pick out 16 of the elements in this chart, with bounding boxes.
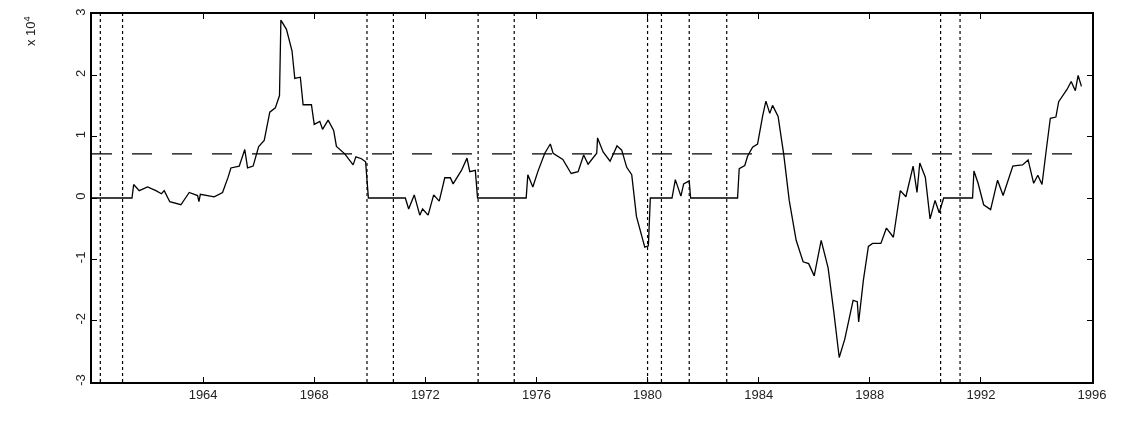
x-tick-label: 1996 (1077, 387, 1107, 403)
x-tick-label: 1964 (188, 387, 218, 403)
x-tick-label: 1992 (966, 387, 996, 403)
x-tick-label: 1980 (633, 387, 663, 403)
x-tick-label: 1988 (855, 387, 885, 403)
y-tick-label: 1 (73, 131, 89, 139)
y-tick-label: -1 (73, 251, 89, 264)
y-tick-label: 0 (73, 192, 89, 200)
x-tick-label: 1972 (410, 387, 440, 403)
y-tick-label: 3 (73, 8, 89, 16)
y-tick-label: -3 (73, 374, 89, 386)
x-tick-label: 1984 (744, 387, 774, 403)
x-tick-label: 1976 (521, 387, 551, 403)
y-tick-label: 2 (73, 69, 89, 77)
y-tick-label: -2 (73, 312, 89, 325)
x-tick-label: 1968 (299, 387, 329, 403)
